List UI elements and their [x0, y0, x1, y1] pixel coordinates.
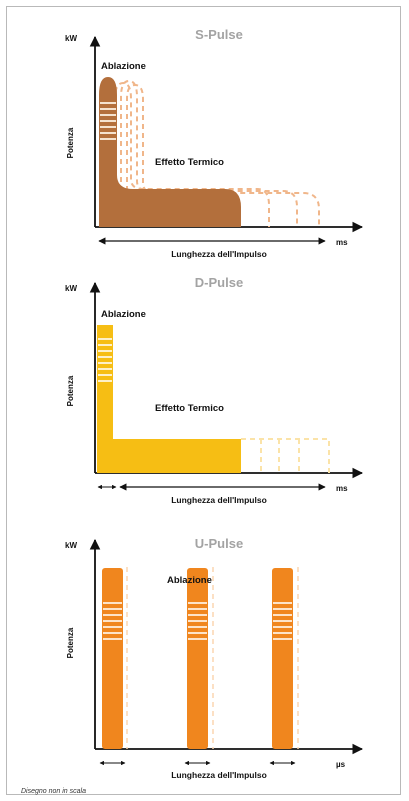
s-pulse-x-label: Lunghezza dell'Impulso — [171, 249, 267, 259]
u-pulse-shapes — [102, 568, 293, 749]
u-pulse-ablation-stripes — [103, 602, 292, 640]
u-pulse-x-unit: µs — [336, 760, 346, 769]
s-pulse-dashed-outlines — [114, 79, 320, 227]
footnote: Disegno non in scala — [21, 788, 86, 795]
s-pulse-y-unit: kW — [65, 34, 77, 43]
s-pulse-y-label: Potenza — [66, 127, 75, 158]
d-pulse-shape — [97, 325, 241, 473]
s-pulse-shape — [99, 77, 241, 227]
diagram-frame: S-Pulse kW Potenza Ablazione Effetto Ter… — [6, 6, 401, 795]
s-pulse-title: S-Pulse — [195, 27, 243, 42]
s-pulse-ablation-stripes — [100, 102, 116, 140]
s-pulse-x-unit: ms — [336, 238, 348, 247]
u-pulse-bar-3 — [272, 568, 293, 749]
s-pulse-thermal-label: Effetto Termico — [155, 157, 224, 168]
d-pulse-x-unit: ms — [336, 484, 348, 493]
d-pulse-title: D-Pulse — [195, 275, 243, 290]
u-pulse-dashed-outlines — [126, 567, 299, 749]
u-pulse-panel: U-Pulse kW Potenza Ablazione µs — [65, 536, 364, 780]
d-pulse-x-label: Lunghezza dell'Impulso — [171, 495, 267, 505]
u-pulse-bar-1 — [102, 568, 123, 749]
u-pulse-y-label: Potenza — [66, 627, 75, 658]
u-pulse-bar-2 — [187, 568, 208, 749]
d-pulse-y-label: Potenza — [66, 375, 75, 406]
d-pulse-ablation-stripes — [98, 338, 112, 382]
s-pulse-panel: S-Pulse kW Potenza Ablazione Effetto Ter… — [65, 27, 364, 259]
d-pulse-panel: D-Pulse kW Potenza Ablazione Effetto Ter… — [65, 275, 364, 505]
d-pulse-ablation-label: Ablazione — [101, 309, 146, 320]
u-pulse-ablation-label: Ablazione — [167, 575, 212, 586]
pulse-diagram: S-Pulse kW Potenza Ablazione Effetto Ter… — [21, 27, 364, 795]
u-pulse-x-label: Lunghezza dell'Impulso — [171, 770, 267, 780]
d-pulse-thermal-label: Effetto Termico — [155, 403, 224, 414]
u-pulse-title: U-Pulse — [195, 536, 243, 551]
s-pulse-ablation-label: Ablazione — [101, 61, 146, 72]
u-pulse-y-unit: kW — [65, 541, 77, 550]
d-pulse-y-unit: kW — [65, 284, 77, 293]
d-pulse-dashed-outlines — [241, 438, 330, 473]
